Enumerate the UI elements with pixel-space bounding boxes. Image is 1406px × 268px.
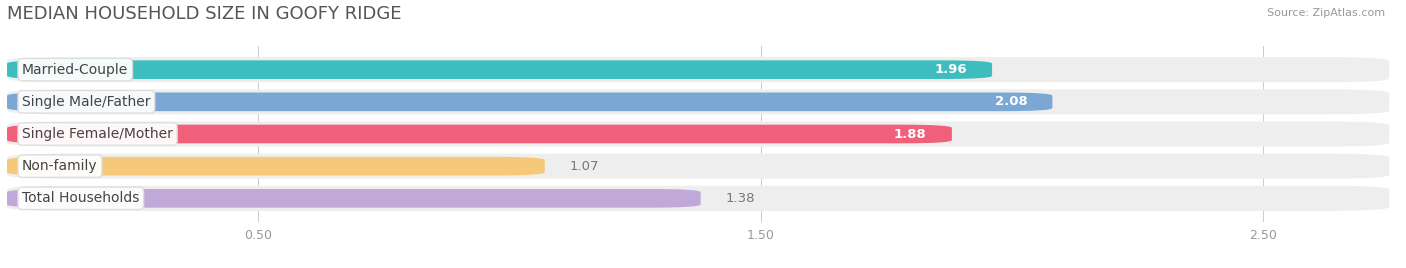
FancyBboxPatch shape xyxy=(7,154,1389,179)
Text: Non-family: Non-family xyxy=(22,159,98,173)
Text: 2.08: 2.08 xyxy=(994,95,1028,108)
FancyBboxPatch shape xyxy=(7,121,1389,147)
FancyBboxPatch shape xyxy=(7,157,544,176)
Text: MEDIAN HOUSEHOLD SIZE IN GOOFY RIDGE: MEDIAN HOUSEHOLD SIZE IN GOOFY RIDGE xyxy=(7,5,402,23)
Text: Source: ZipAtlas.com: Source: ZipAtlas.com xyxy=(1267,8,1385,18)
FancyBboxPatch shape xyxy=(7,189,700,208)
Text: 1.88: 1.88 xyxy=(894,128,927,140)
FancyBboxPatch shape xyxy=(7,57,1389,82)
FancyBboxPatch shape xyxy=(7,125,952,143)
Text: 1.38: 1.38 xyxy=(725,192,755,205)
FancyBboxPatch shape xyxy=(7,60,993,79)
Text: Single Male/Father: Single Male/Father xyxy=(22,95,150,109)
Text: Total Households: Total Households xyxy=(22,191,139,205)
Text: 1.96: 1.96 xyxy=(935,63,967,76)
FancyBboxPatch shape xyxy=(7,186,1389,211)
Text: Married-Couple: Married-Couple xyxy=(22,63,128,77)
FancyBboxPatch shape xyxy=(7,89,1389,114)
Text: 1.07: 1.07 xyxy=(569,160,599,173)
FancyBboxPatch shape xyxy=(7,92,1053,111)
Text: Single Female/Mother: Single Female/Mother xyxy=(22,127,173,141)
